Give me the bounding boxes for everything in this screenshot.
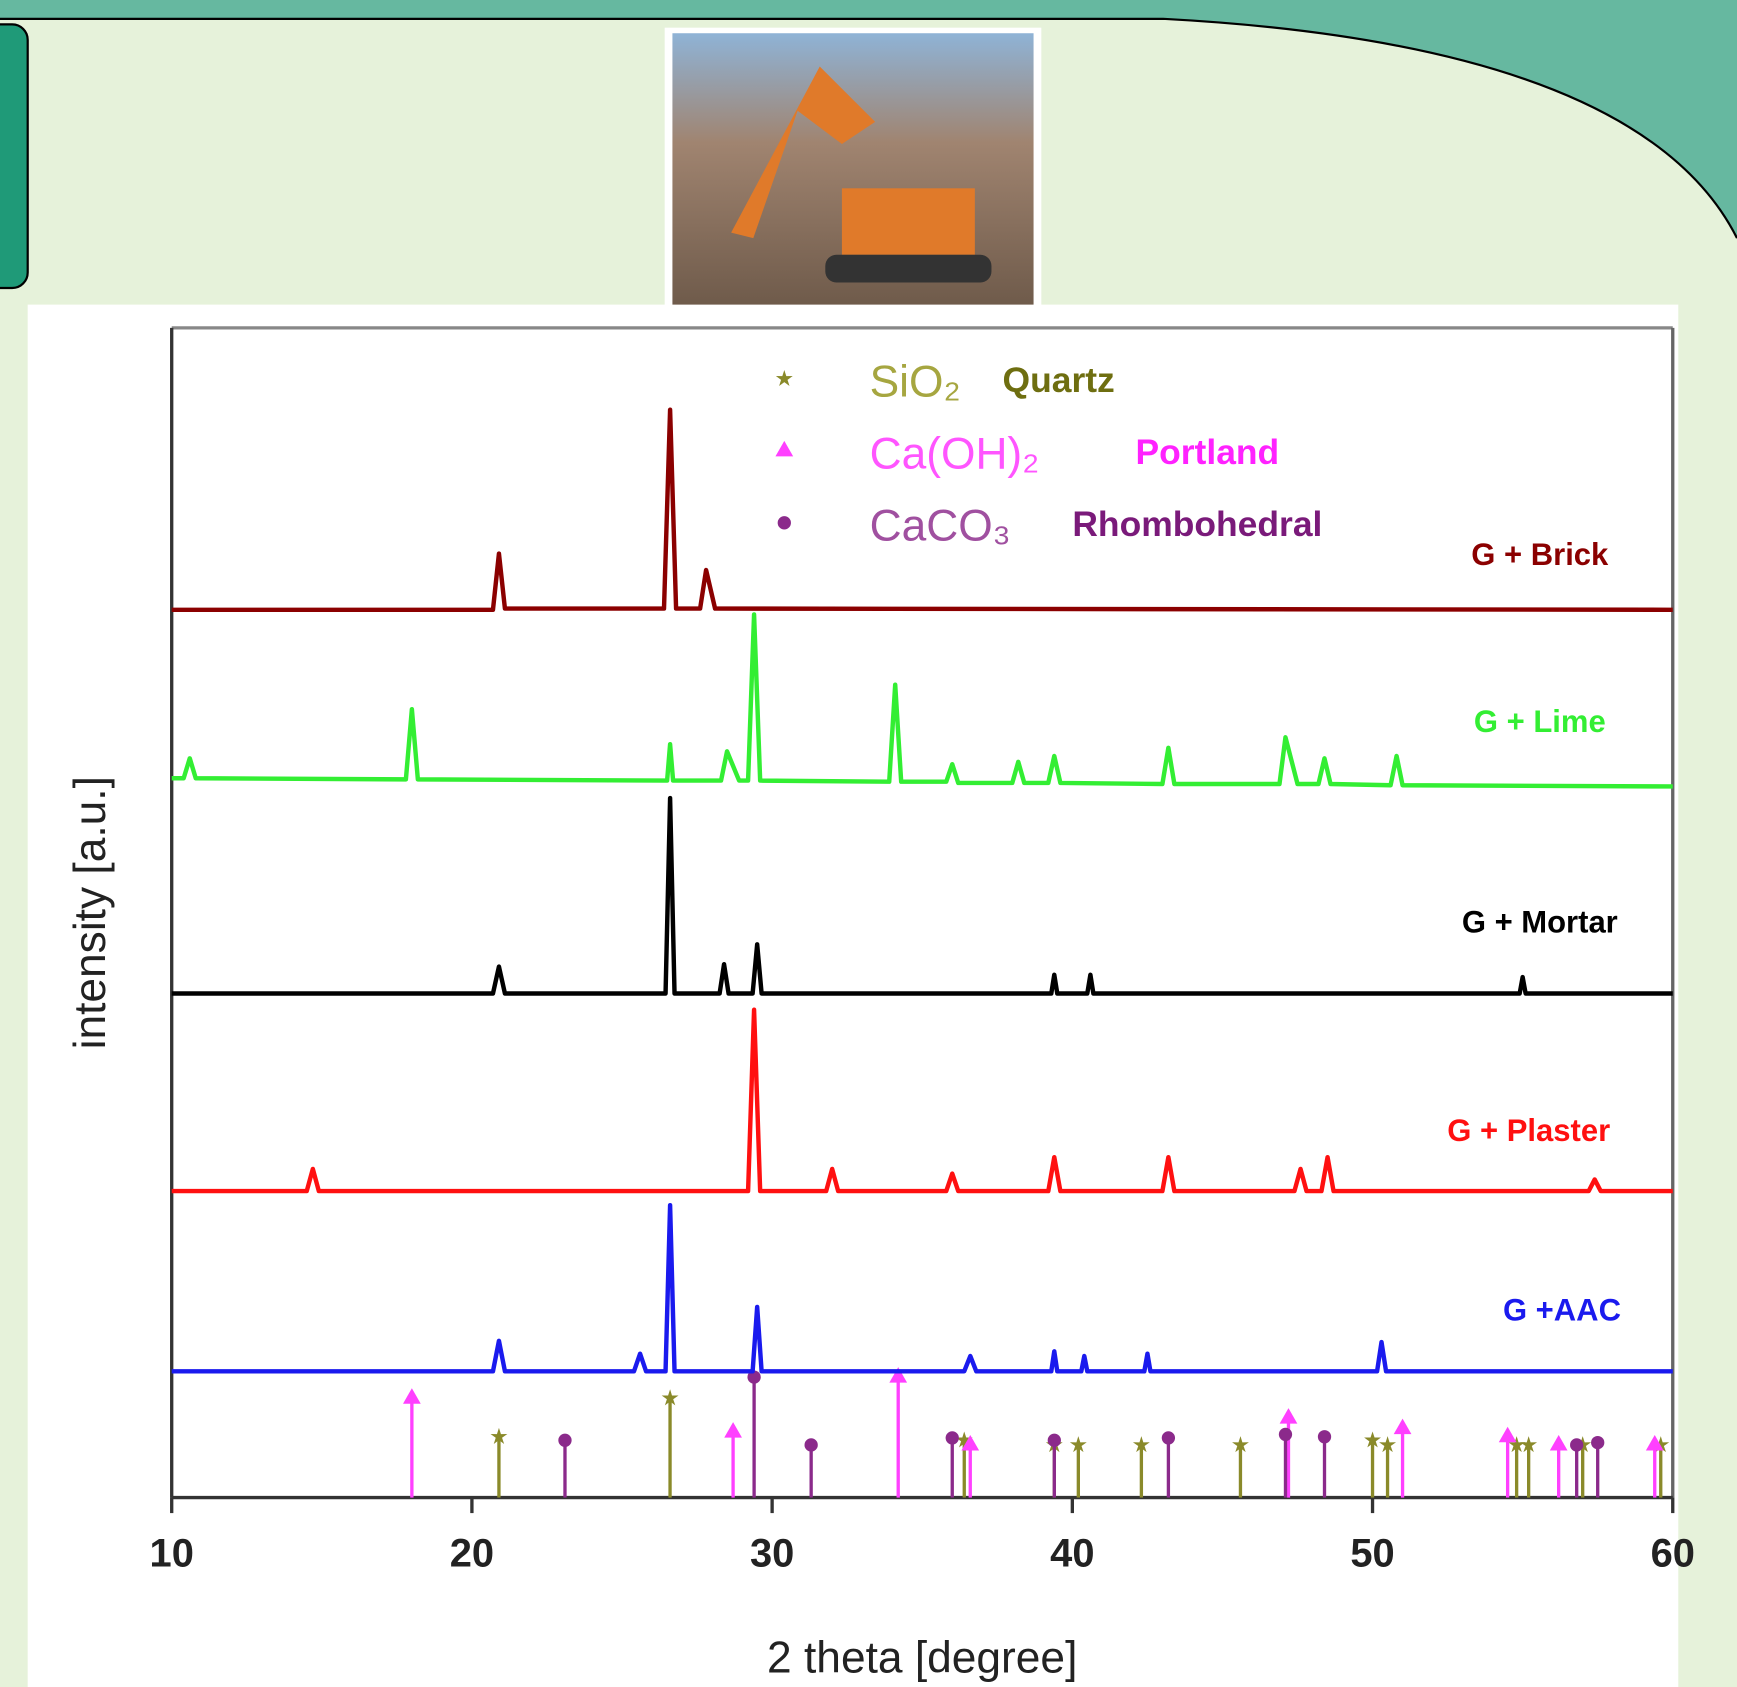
reference-marker	[946, 1431, 959, 1444]
x-tick-label: 30	[750, 1531, 794, 1575]
reference-marker	[1279, 1428, 1292, 1441]
legend-phase: Rhombohedral	[1072, 504, 1322, 544]
x-tick-label: 40	[1050, 1531, 1094, 1575]
series-label: G + Plaster	[1447, 1113, 1610, 1148]
legend-formula: Ca(OH)₂	[870, 430, 1040, 479]
reference-marker	[805, 1438, 818, 1451]
legend-formula: CaCO₃	[870, 502, 1011, 551]
reference-marker	[1570, 1438, 1583, 1451]
x-axis-label: 2 theta [degree]	[767, 1634, 1077, 1683]
reference-marker	[1591, 1436, 1604, 1449]
x-tick-label: 50	[1350, 1531, 1394, 1575]
reference-marker	[1048, 1434, 1061, 1447]
reference-marker	[778, 516, 791, 529]
photo-excavator-body	[842, 188, 975, 254]
side-tab	[0, 24, 28, 288]
legend-phase: Quartz	[1003, 360, 1115, 400]
y-axis-label: intensity [a.u.]	[66, 776, 115, 1049]
series-label: G + Lime	[1474, 704, 1606, 739]
series-label: G + Brick	[1471, 537, 1609, 572]
x-tick-label: 60	[1651, 1531, 1695, 1575]
reference-marker	[1162, 1431, 1175, 1444]
legend-phase: Portland	[1135, 432, 1279, 472]
series-label: G + Mortar	[1462, 905, 1618, 940]
photo-excavator-track	[825, 255, 991, 283]
reference-marker	[1318, 1430, 1331, 1443]
slide: 10 20 30 40 50 60 2 theta [degree] intensity [a…	[0, 0, 1737, 1687]
reference-marker	[558, 1434, 571, 1447]
chart-panel	[28, 305, 1679, 1687]
page: {"chart_data":{"type":"line","x_label":"…	[0, 0, 1737, 1687]
legend-formula: SiO₂	[870, 358, 961, 407]
x-tick-label: 20	[450, 1531, 494, 1575]
x-tick-label: 10	[150, 1531, 194, 1575]
series-label: G +AAC	[1503, 1292, 1621, 1327]
